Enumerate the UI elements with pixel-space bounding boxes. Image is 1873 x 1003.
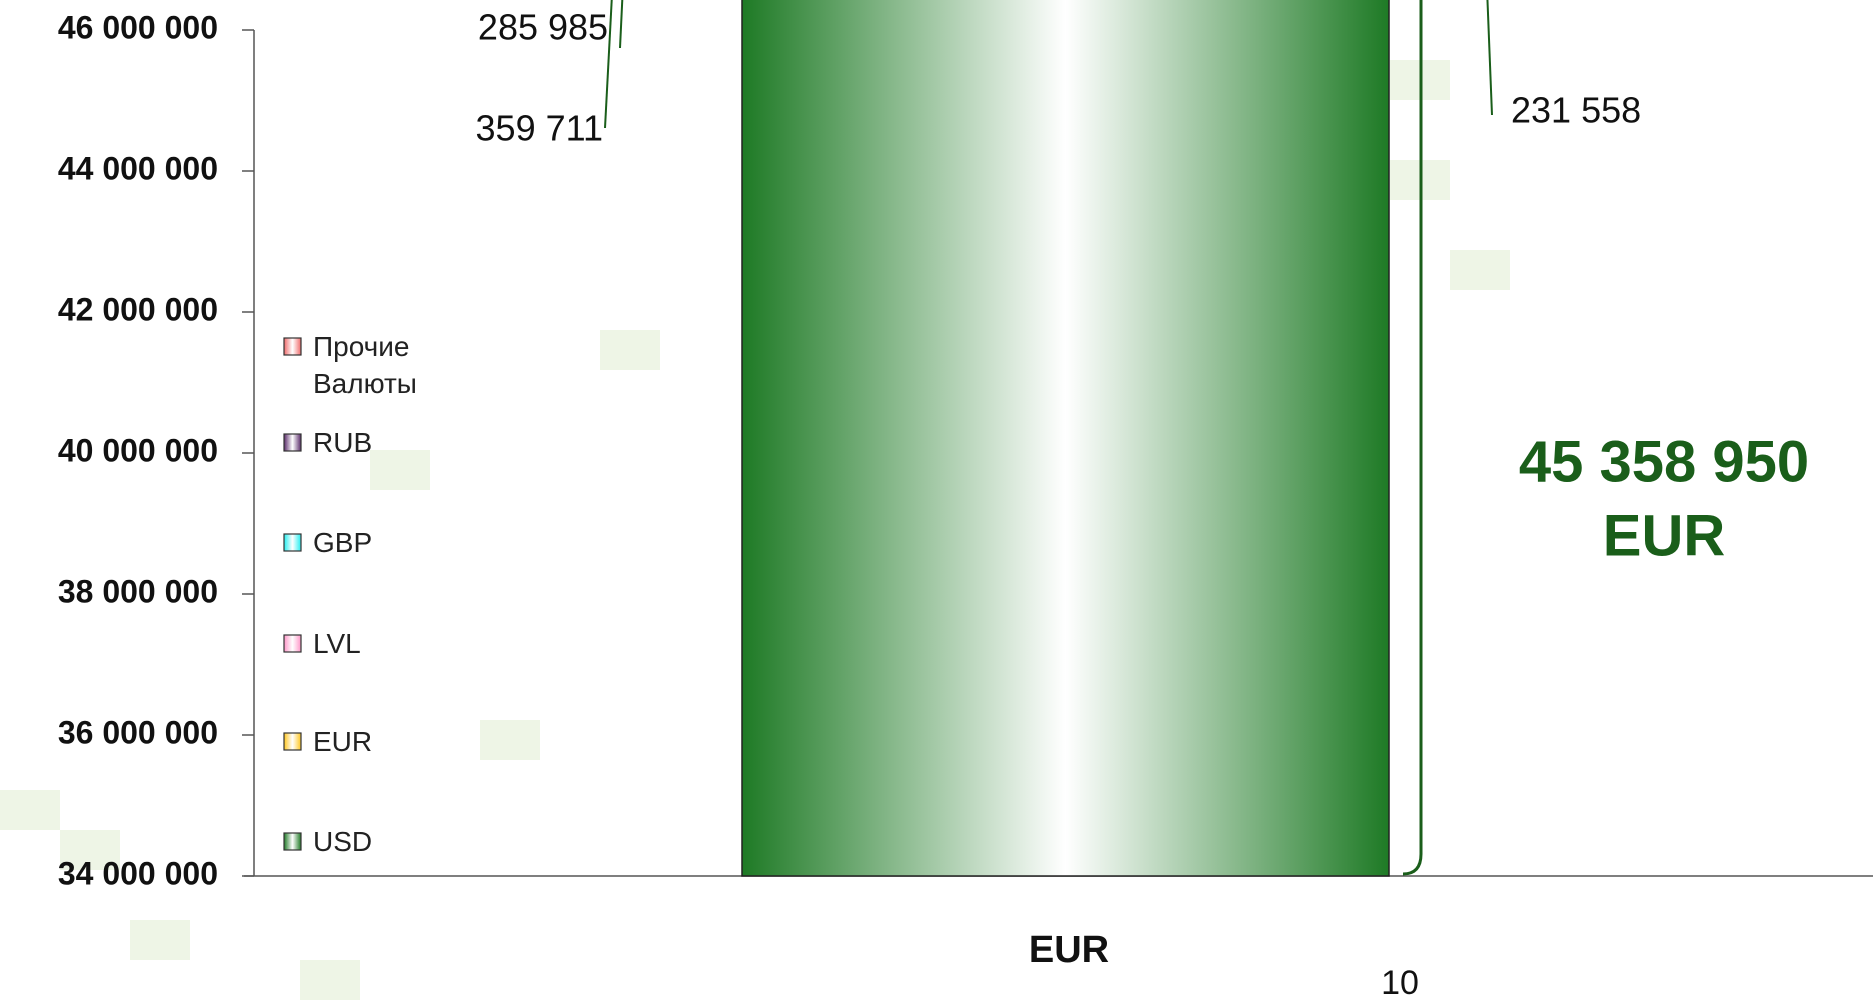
leader-line bbox=[619, 0, 624, 49]
total-brace bbox=[1402, 0, 1423, 876]
y-tick-label: 42 000 000 bbox=[58, 291, 218, 327]
legend-swatch bbox=[283, 337, 302, 356]
y-tick-label: 40 000 000 bbox=[58, 432, 218, 468]
page-number: 10 bbox=[1381, 964, 1419, 1002]
legend-swatch bbox=[283, 533, 302, 552]
total-label: EUR bbox=[1603, 503, 1725, 568]
value-label: 285 985 bbox=[478, 7, 608, 48]
legend-label: RUB bbox=[313, 427, 373, 458]
y-tick-label: 34 000 000 bbox=[58, 855, 218, 891]
legend-swatch bbox=[283, 832, 302, 851]
legend-label: EUR bbox=[313, 726, 373, 757]
legend-label: USD bbox=[313, 826, 373, 857]
legend-swatch bbox=[283, 433, 302, 452]
x-tick-label: EUR bbox=[1029, 929, 1109, 971]
y-tick-label: 44 000 000 bbox=[58, 150, 218, 186]
legend-label: Прочие Валюты bbox=[313, 331, 417, 399]
legend-label: LVL bbox=[313, 628, 361, 659]
y-tick-label: 46 000 000 bbox=[58, 9, 218, 45]
value-label: 359 711 bbox=[476, 108, 603, 149]
legend-label: GBP bbox=[313, 527, 373, 558]
total-label: 45 358 950 bbox=[1519, 429, 1809, 494]
bar-segment bbox=[741, 0, 1390, 877]
legend-swatch bbox=[283, 732, 302, 751]
legend-swatch bbox=[283, 634, 302, 653]
y-tick-label: 36 000 000 bbox=[58, 714, 218, 750]
value-label: 231 558 bbox=[1511, 90, 1641, 131]
y-tick-label: 38 000 000 bbox=[58, 573, 218, 609]
leader-line bbox=[604, 0, 613, 129]
